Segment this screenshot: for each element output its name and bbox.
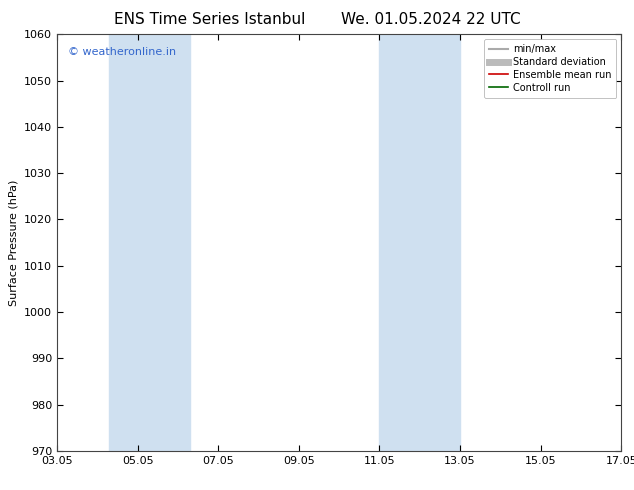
- Text: © weatheronline.in: © weatheronline.in: [68, 47, 176, 57]
- Legend: min/max, Standard deviation, Ensemble mean run, Controll run: min/max, Standard deviation, Ensemble me…: [484, 39, 616, 98]
- Text: We. 01.05.2024 22 UTC: We. 01.05.2024 22 UTC: [341, 12, 521, 27]
- Bar: [380, 34, 460, 451]
- Text: ENS Time Series Istanbul: ENS Time Series Istanbul: [113, 12, 305, 27]
- Y-axis label: Surface Pressure (hPa): Surface Pressure (hPa): [8, 179, 18, 306]
- Bar: [110, 34, 190, 451]
